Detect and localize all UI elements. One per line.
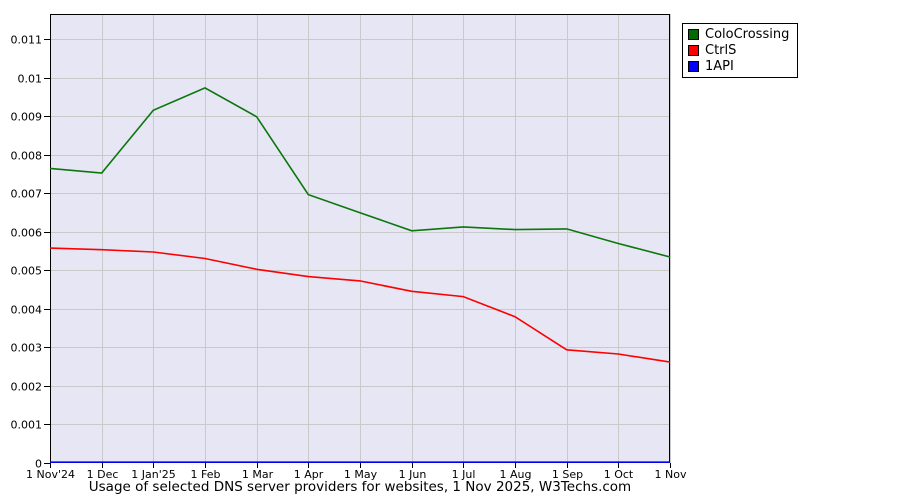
legend: ColoCrossing CtrlS 1API <box>682 23 799 78</box>
svg-text:1 Oct: 1 Oct <box>604 468 634 481</box>
svg-text:1 Sep: 1 Sep <box>552 468 583 481</box>
svg-text:1 Nov'24: 1 Nov'24 <box>26 468 75 481</box>
svg-text:1 Apr: 1 Apr <box>294 468 324 481</box>
legend-item-colocrossing: ColoCrossing <box>688 28 789 41</box>
svg-text:1 Mar: 1 Mar <box>242 468 274 481</box>
svg-text:1 Jan'25: 1 Jan'25 <box>131 468 175 481</box>
svg-text:0.001: 0.001 <box>11 419 43 432</box>
svg-text:0.004: 0.004 <box>11 304 43 317</box>
svg-text:0.008: 0.008 <box>11 150 43 163</box>
legend-swatch-ctrls <box>688 45 699 56</box>
legend-item-1api: 1API <box>688 60 789 73</box>
chart-caption: Usage of selected DNS server providers f… <box>88 479 632 495</box>
svg-text:0.006: 0.006 <box>11 227 43 240</box>
legend-label-ctrls: CtrlS <box>705 43 737 58</box>
svg-text:0: 0 <box>35 458 42 471</box>
svg-text:0.002: 0.002 <box>11 381 43 394</box>
legend-swatch-1api <box>688 61 699 72</box>
legend-label-1api: 1API <box>705 59 734 74</box>
svg-text:0.003: 0.003 <box>11 342 43 355</box>
svg-text:0.009: 0.009 <box>11 111 43 124</box>
svg-text:1 Jun: 1 Jun <box>399 468 427 481</box>
svg-text:1 Dec: 1 Dec <box>87 468 119 481</box>
svg-text:0.011: 0.011 <box>11 34 43 47</box>
svg-text:1 Aug: 1 Aug <box>500 468 532 481</box>
svg-text:1 Feb: 1 Feb <box>191 468 221 481</box>
svg-text:0.007: 0.007 <box>11 188 43 201</box>
svg-text:0.005: 0.005 <box>11 265 43 278</box>
svg-text:1 Jul: 1 Jul <box>452 468 476 481</box>
svg-text:1 Nov: 1 Nov <box>655 468 687 481</box>
svg-text:1 May: 1 May <box>344 468 378 481</box>
svg-text:0.01: 0.01 <box>18 73 43 86</box>
legend-swatch-colocrossing <box>688 29 699 40</box>
legend-item-ctrls: CtrlS <box>688 44 789 57</box>
legend-label-colocrossing: ColoCrossing <box>705 27 790 42</box>
